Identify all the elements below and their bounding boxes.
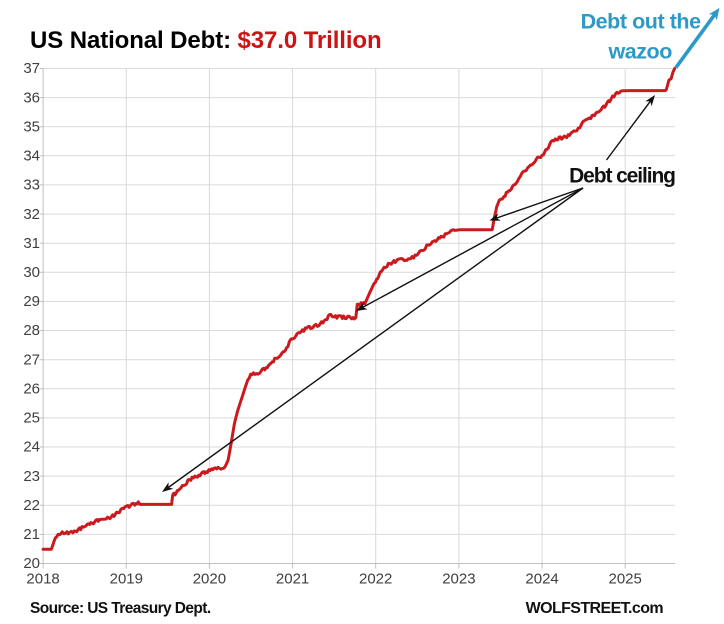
svg-text:2023: 2023 bbox=[442, 571, 475, 588]
svg-text:2022: 2022 bbox=[359, 571, 392, 588]
svg-text:25: 25 bbox=[23, 410, 40, 427]
svg-text:30: 30 bbox=[23, 264, 40, 281]
svg-text:2018: 2018 bbox=[26, 571, 59, 588]
svg-text:26: 26 bbox=[23, 381, 40, 398]
svg-text:37: 37 bbox=[23, 60, 40, 77]
svg-text:27: 27 bbox=[23, 351, 40, 368]
svg-text:Debt ceiling: Debt ceiling bbox=[569, 165, 675, 188]
svg-text:20: 20 bbox=[23, 555, 40, 572]
svg-text:24: 24 bbox=[23, 439, 40, 456]
svg-text:wazoo: wazoo bbox=[607, 40, 672, 64]
svg-text:23: 23 bbox=[23, 468, 40, 485]
svg-text:21: 21 bbox=[23, 526, 40, 543]
svg-text:31: 31 bbox=[23, 235, 40, 252]
svg-text:Debt out the: Debt out the bbox=[581, 10, 701, 34]
svg-text:WOLFSTREET.com: WOLFSTREET.com bbox=[526, 600, 664, 617]
svg-text:2021: 2021 bbox=[276, 571, 309, 588]
svg-text:US National Debt: $37.0 Trilli: US National Debt: $37.0 Trillion bbox=[30, 27, 382, 54]
svg-text:33: 33 bbox=[23, 177, 40, 194]
svg-text:34: 34 bbox=[23, 148, 40, 165]
svg-text:2025: 2025 bbox=[609, 571, 642, 588]
svg-text:35: 35 bbox=[23, 118, 40, 135]
svg-text:2020: 2020 bbox=[193, 571, 226, 588]
svg-text:28: 28 bbox=[23, 322, 40, 339]
svg-text:29: 29 bbox=[23, 293, 40, 310]
svg-text:Source: US Treasury Dept.: Source: US Treasury Dept. bbox=[30, 600, 211, 617]
svg-text:32: 32 bbox=[23, 206, 40, 223]
svg-text:2019: 2019 bbox=[110, 571, 143, 588]
svg-text:22: 22 bbox=[23, 497, 40, 514]
svg-text:36: 36 bbox=[23, 89, 40, 106]
svg-text:2024: 2024 bbox=[525, 571, 558, 588]
